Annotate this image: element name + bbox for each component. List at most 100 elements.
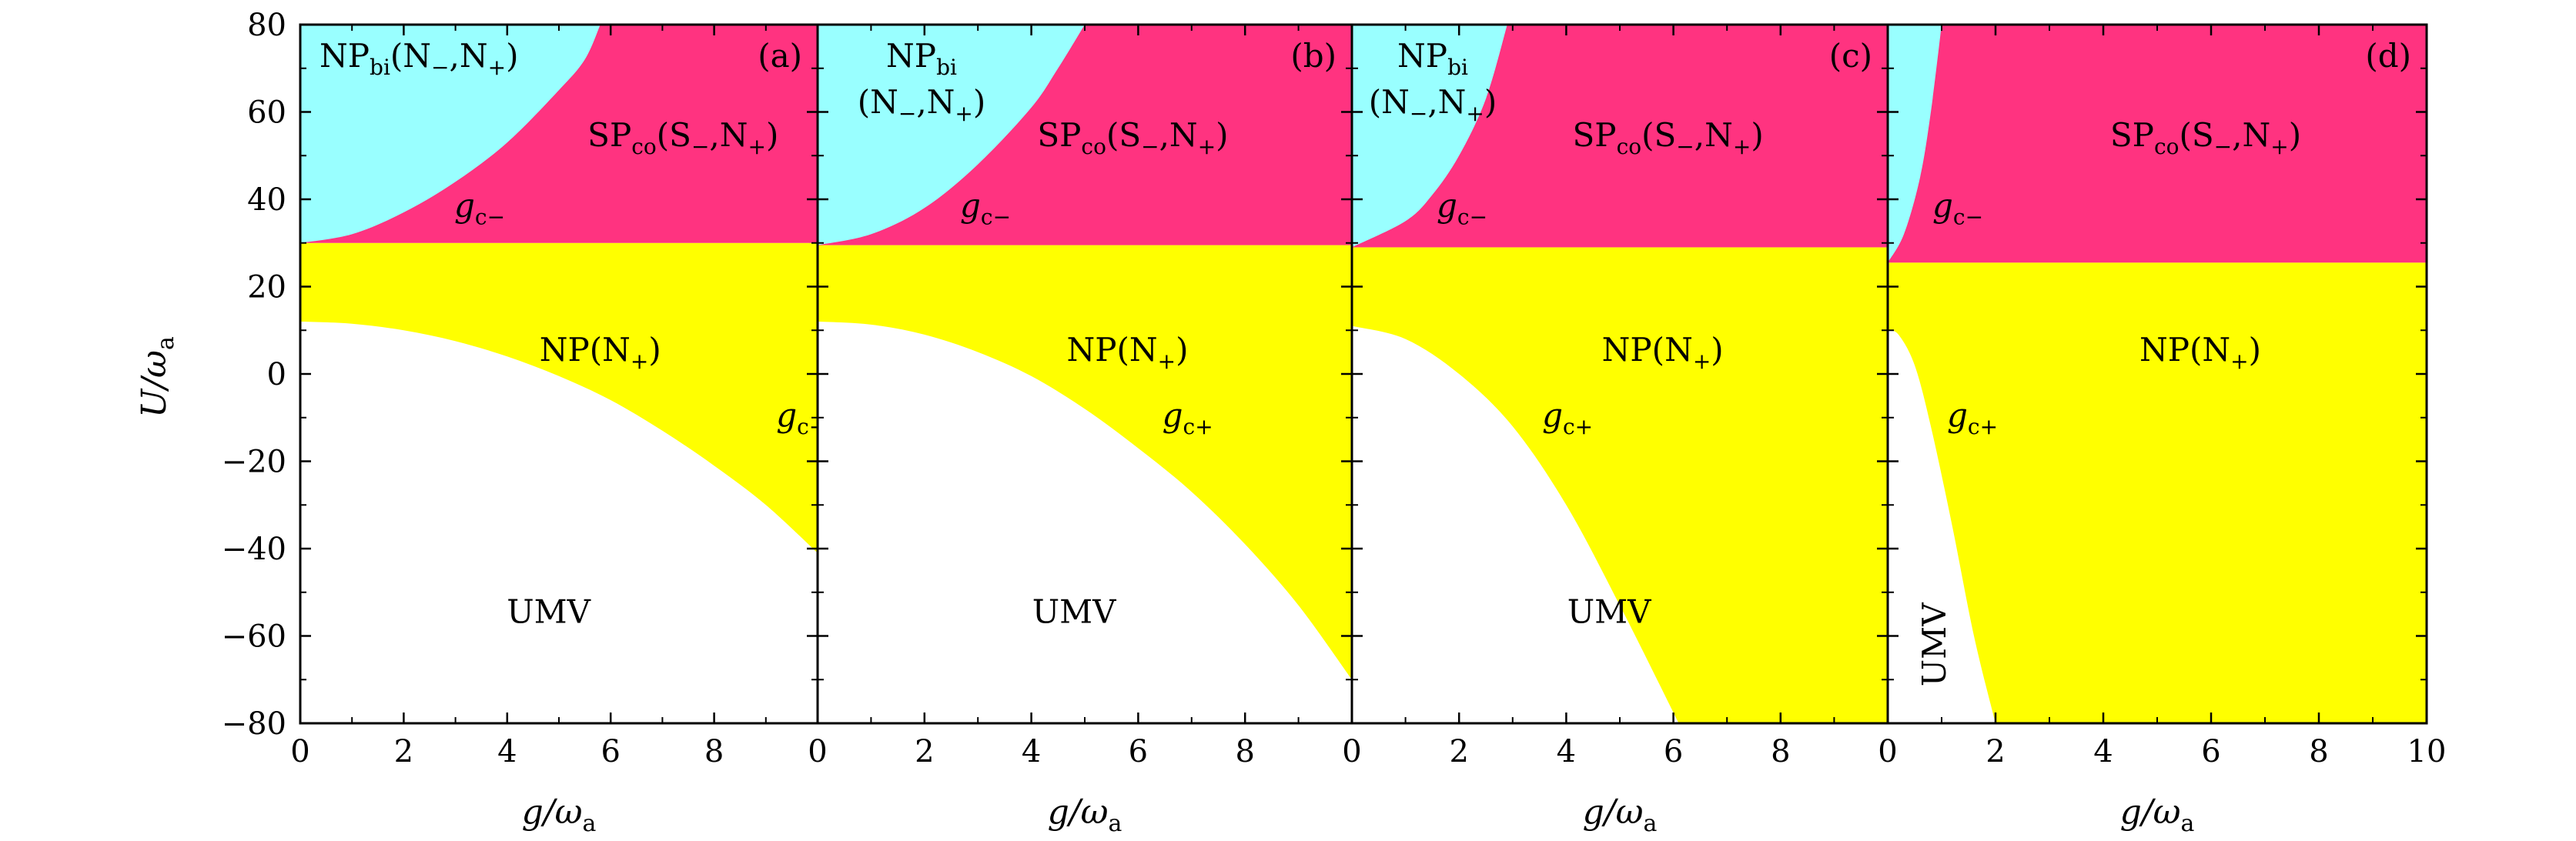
x-axis-title-main: g/ω — [1583, 793, 1644, 832]
label-gc-minus-part: g — [1932, 187, 1953, 225]
panels-layer: 0 2 4 6 8g/ωa(a)SPco(S−,N+)NP(N+)UMVgc−gc+NP… — [290, 23, 2447, 837]
label-sp-co-part: (S — [1106, 116, 1141, 154]
label-np-bi-line2-part: − — [1410, 101, 1427, 126]
label-gc-minus-part: c− — [1953, 205, 1983, 230]
y-tick-label: −60 — [222, 619, 286, 655]
label-sp-co-part: + — [1198, 134, 1216, 159]
label-sp-co-part: ,N — [1159, 116, 1198, 154]
label-gc-plus-part: g — [776, 396, 797, 434]
label-np-plus-part: NP(N — [540, 331, 631, 369]
label-np-bi-line2-part: ) — [973, 83, 985, 121]
label-sp-co-part: ) — [1216, 116, 1228, 154]
label-np-bi-line2-part: + — [1466, 101, 1484, 126]
x-tick-label: 4 — [2093, 734, 2113, 769]
x-tick-label: 4 — [1022, 734, 1041, 769]
y-tick-label: 80 — [247, 8, 286, 43]
label-gc-minus: gc− — [1437, 187, 1487, 230]
y-axis-title: U/ωa — [135, 336, 179, 418]
x-tick-label: 4 — [497, 734, 517, 769]
label-np-bi-part: ,N — [450, 37, 488, 75]
label-sp-co-part: + — [748, 134, 766, 159]
region-umv — [818, 321, 1352, 723]
region-sp-co — [1888, 25, 2427, 263]
label-np-bi-line2: (N−,N+) — [858, 83, 986, 126]
label-umv: UMV — [1032, 592, 1116, 630]
label-np-bi-line2-part: ) — [1484, 83, 1497, 121]
x-tick-label: 0 — [290, 734, 309, 769]
label-gc-minus-part: g — [1437, 187, 1457, 225]
label-sp-co-part: (S — [657, 116, 691, 154]
x-axis-title-main: g/ω — [2120, 793, 2181, 832]
x-axis-title-sub: a — [1643, 810, 1657, 837]
x-tick-label: 10 — [2407, 734, 2447, 769]
x-axis-title-sub: a — [2180, 810, 2194, 837]
label-np-plus: NP(N+) — [1602, 331, 1724, 374]
x-tick-label: 0 — [808, 734, 827, 769]
x-tick-label: 8 — [1771, 734, 1790, 769]
region-umv — [1888, 330, 1996, 723]
label-np-bi-line1-part: bi — [936, 55, 957, 80]
x-axis-title-main: g/ω — [522, 793, 583, 832]
label-sp-co-part: − — [1676, 134, 1694, 159]
panel-2: 0 2 4 6 8g/ωa(b)SPco(S−,N+)NP(N+)UMVgc−gc+NP… — [808, 23, 1353, 837]
label-np-bi-line1-part: bi — [1447, 55, 1468, 80]
region-np-bi — [1352, 25, 1507, 248]
panel-regions — [300, 25, 818, 723]
panel-1: 0 2 4 6 8g/ωa(a)SPco(S−,N+)NP(N+)UMVgc−gc+NP… — [290, 23, 827, 837]
panel-letter-label: (c) — [1829, 37, 1872, 75]
label-sp-co-part: + — [1733, 134, 1751, 159]
x-axis-title: g/ωa — [1048, 793, 1122, 837]
x-axis-title-sub: a — [582, 810, 596, 837]
label-umv: UMV — [1567, 592, 1651, 630]
x-tick-label: 6 — [601, 734, 620, 769]
y-tick-label: −20 — [222, 445, 286, 480]
y-tick-label: 0 — [267, 357, 286, 392]
x-tick-label: 0 — [1878, 734, 1897, 769]
label-sp-co: SPco(S−,N+) — [2110, 116, 2301, 159]
panel-letter-label: (d) — [2365, 37, 2411, 75]
label-gc-minus-part: c− — [981, 205, 1011, 230]
label-umv: UMV — [507, 592, 590, 630]
label-np-plus: NP(N+) — [1067, 331, 1189, 374]
label-gc-plus-part: c+ — [1563, 414, 1593, 439]
panel-regions — [818, 25, 1352, 723]
label-sp-co-part: − — [691, 134, 709, 159]
x-tick-label: 0 — [1342, 734, 1361, 769]
label-gc-plus: gc+ — [1947, 396, 1998, 439]
x-tick-label: 8 — [1235, 734, 1254, 769]
x-axis-title: g/ωa — [1583, 793, 1658, 837]
label-sp-co-part: SP — [1573, 116, 1617, 154]
x-tick-label: 2 — [915, 734, 934, 769]
panel-regions — [1888, 25, 2427, 723]
label-sp-co-part: ) — [2289, 116, 2301, 154]
x-axis-title: g/ωa — [522, 793, 597, 837]
label-sp-co-part: (S — [2179, 116, 2213, 154]
label-sp-co-part: (S — [1641, 116, 1676, 154]
x-tick-label: 4 — [1557, 734, 1576, 769]
label-np-bi-part: ) — [506, 37, 518, 75]
label-gc-plus-part: g — [1163, 396, 1183, 434]
label-gc-minus: gc− — [960, 187, 1011, 230]
x-tick-label: 2 — [1986, 734, 2005, 769]
label-sp-co-part: ) — [1751, 116, 1763, 154]
x-axis-title: g/ωa — [2120, 793, 2195, 837]
label-np-bi-line2: (N−,N+) — [1369, 83, 1497, 126]
label-sp-co-part: − — [1141, 134, 1159, 159]
label-np-bi-line2-part: ,N — [1427, 83, 1466, 121]
label-gc-minus-part: c− — [475, 205, 505, 230]
x-tick-label: 6 — [1129, 734, 1148, 769]
x-tick-label: 8 — [2309, 734, 2328, 769]
region-umv — [1352, 325, 1679, 723]
x-tick-label: 2 — [1449, 734, 1468, 769]
label-np-bi-line2-part: + — [955, 101, 972, 126]
label-umv: UMV — [1915, 602, 1953, 686]
label-np-plus-part: NP(N — [2139, 331, 2230, 369]
y-tick-label: 40 — [247, 182, 286, 218]
label-np-bi-line2-part: (N — [1369, 83, 1410, 121]
label-np-plus: NP(N+) — [540, 331, 661, 374]
label-np-bi-part: bi — [370, 55, 390, 80]
label-np-plus-part: ) — [648, 331, 661, 369]
label-np-plus-part: NP(N — [1602, 331, 1693, 369]
y-tick-label: −80 — [222, 706, 286, 742]
